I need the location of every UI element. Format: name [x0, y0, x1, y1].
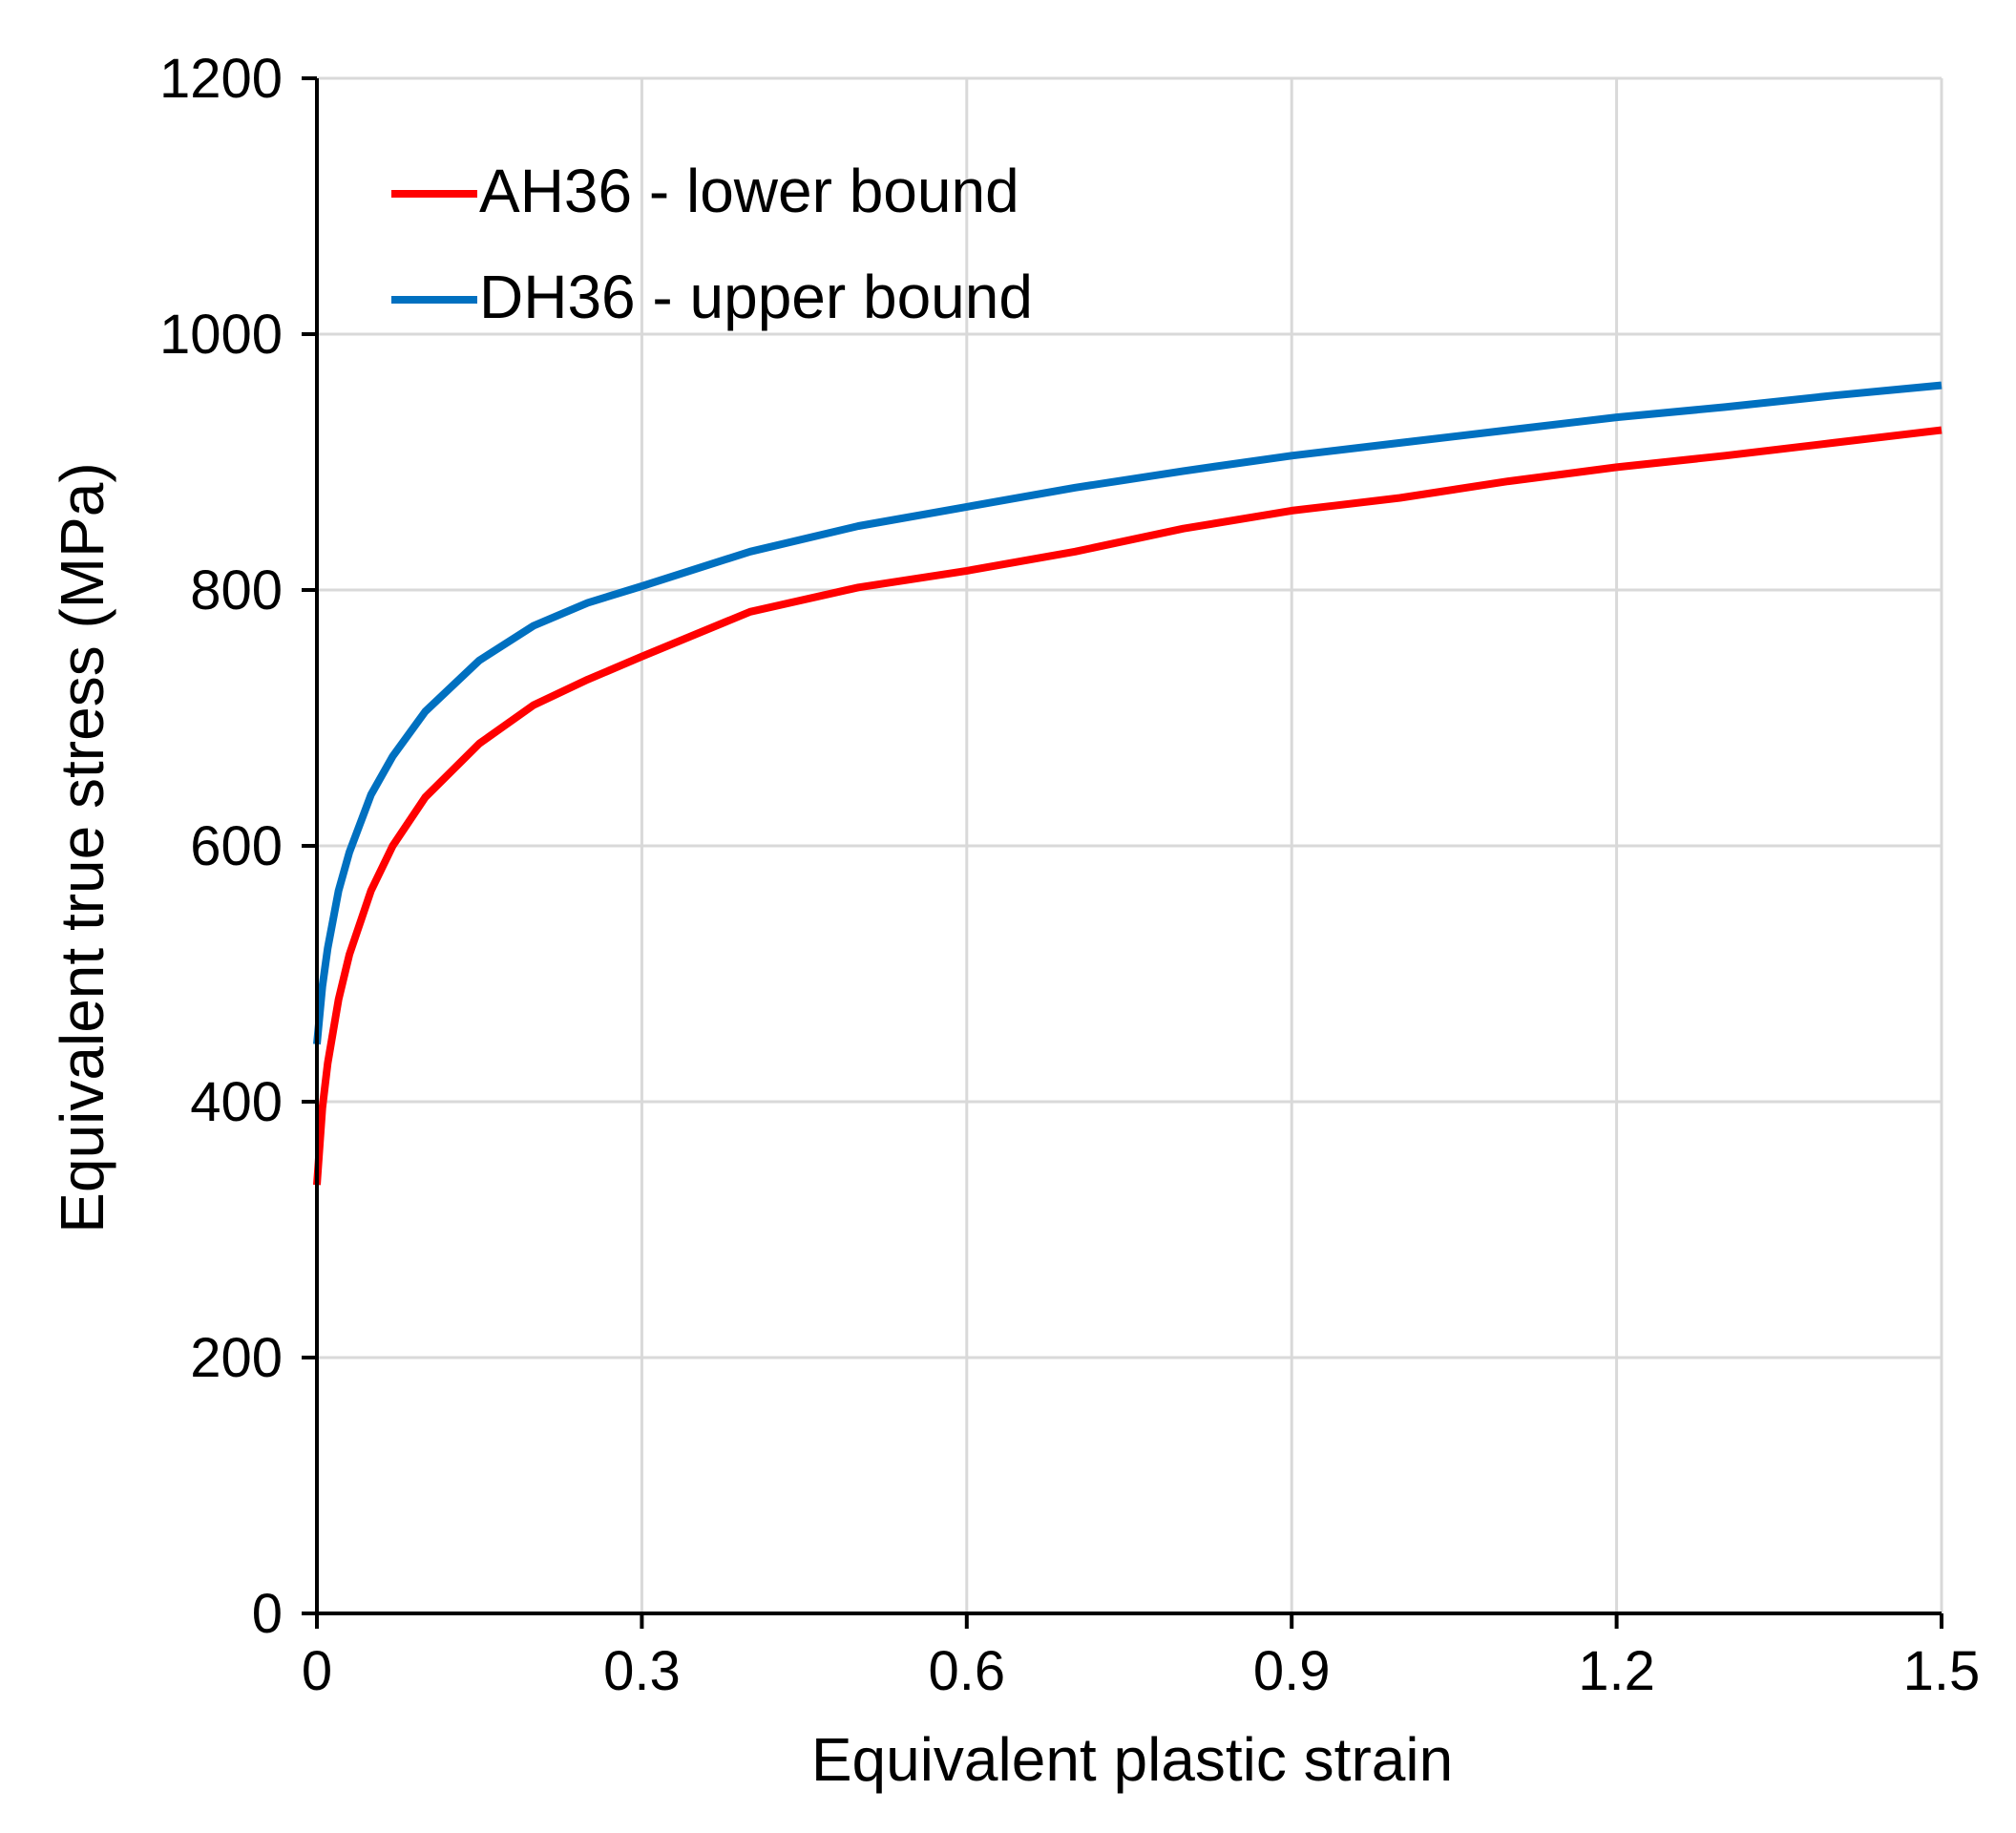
x-tick-label: 0.3 — [603, 1640, 681, 1702]
x-tick-label: 0.6 — [928, 1640, 1005, 1702]
legend-label-ah36: AH36 - lower bound — [479, 157, 1019, 225]
x-tick-label: 0 — [302, 1640, 332, 1702]
y-tick-label: 1200 — [159, 48, 283, 110]
y-tick-label: 800 — [190, 559, 283, 622]
gridlines — [317, 76, 1943, 1613]
y-tick-label: 400 — [190, 1071, 283, 1133]
legend: AH36 - lower bound DH36 - upper bound — [391, 157, 1033, 331]
y-tick-label: 1000 — [159, 304, 283, 366]
tick-labels: 0 200 400 600 800 1000 1200 0 0.3 0.6 0.9 1.2 1.5 — [159, 48, 1980, 1702]
legend-label-dh36: DH36 - upper bound — [479, 263, 1033, 331]
series-line-dh36 — [313, 381, 1942, 1045]
y-tick-label: 600 — [190, 815, 283, 877]
series-line-ah36 — [313, 426, 1942, 1186]
x-tick-label: 0.9 — [1253, 1640, 1331, 1702]
y-tick-label: 200 — [190, 1327, 283, 1389]
x-axis-title: Equivalent plastic strain — [811, 1725, 1453, 1794]
x-tick-label: 1.5 — [1903, 1640, 1981, 1702]
x-tick-label: 1.2 — [1578, 1640, 1655, 1702]
axes — [302, 76, 1943, 1629]
y-axis-title: Equivalent true stress (MPa) — [48, 462, 116, 1233]
series-lines — [313, 381, 1942, 1186]
y-tick-label: 0 — [252, 1583, 283, 1645]
